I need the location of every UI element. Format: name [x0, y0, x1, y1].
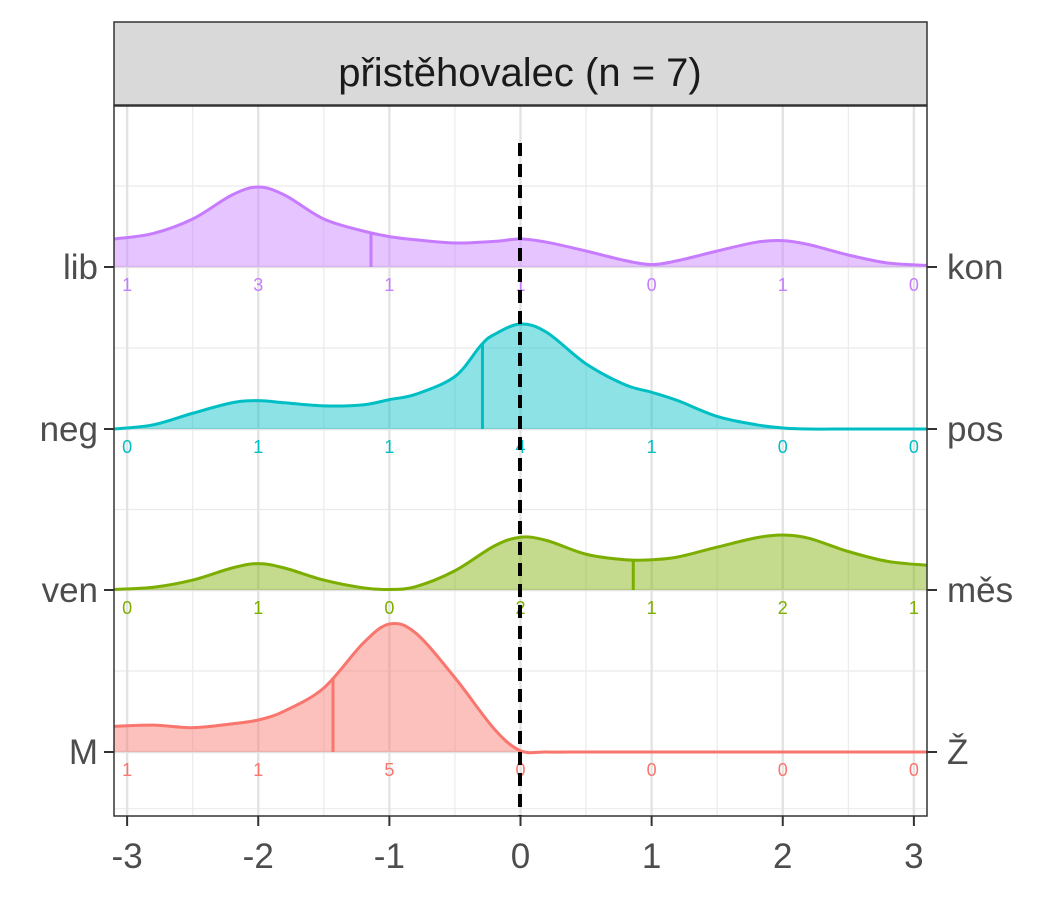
ridge-M: 1 1 5 0 0 0 0 — [113, 621, 927, 780]
ridge-line-ven — [113, 533, 928, 591]
y-label-right: pos — [947, 410, 1003, 449]
x-tick-label: 3 — [904, 837, 923, 876]
y-label-left: M — [69, 733, 98, 772]
axes: -3 -2 -1 0 1 2 3 lib kon neg pos ven měs M Ž — [40, 248, 1014, 876]
count-label: 1 — [253, 437, 263, 457]
x-tick-label: 1 — [642, 837, 661, 876]
ridge-area-ven — [114, 534, 927, 590]
count-label: 1 — [122, 760, 132, 780]
x-tick-label: 0 — [511, 837, 530, 876]
facet-strip — [113, 21, 928, 106]
x-tick-label: -2 — [243, 837, 274, 876]
count-label: 3 — [253, 275, 263, 295]
count-label: 0 — [122, 598, 132, 618]
count-label: 1 — [515, 275, 525, 295]
count-label: 1 — [384, 437, 394, 457]
x-tick-label: -3 — [112, 837, 143, 876]
y-label-left: lib — [63, 248, 98, 287]
count-label: 0 — [909, 437, 919, 457]
count-label: 1 — [778, 275, 788, 295]
y-label-right: kon — [947, 248, 1003, 287]
count-label: 1 — [253, 760, 263, 780]
ridge-area-lib — [114, 187, 927, 267]
y-label-right: Ž — [947, 733, 968, 772]
x-tick-label: -1 — [374, 837, 405, 876]
count-label: 2 — [778, 598, 788, 618]
count-label: 0 — [647, 275, 657, 295]
count-label: 0 — [384, 598, 394, 618]
y-label-right: měs — [947, 571, 1013, 610]
x-tick-label: 2 — [773, 837, 792, 876]
count-label: 1 — [647, 598, 657, 618]
ridge-area-M — [114, 623, 927, 753]
count-label: 5 — [384, 760, 394, 780]
ridge-line-M — [113, 621, 927, 755]
count-label: 1 — [122, 275, 132, 295]
count-label: 1 — [384, 275, 394, 295]
count-label: 1 — [647, 437, 657, 457]
y-label-left: neg — [40, 410, 98, 449]
facet-title: přistěhovalec (n = 7) — [338, 51, 702, 95]
ridge-line-neg — [113, 322, 927, 431]
count-label: 0 — [778, 760, 788, 780]
count-label: 0 — [909, 275, 919, 295]
count-label: 0 — [778, 437, 788, 457]
count-label: 0 — [909, 760, 919, 780]
count-label: 0 — [647, 760, 657, 780]
count-label: 1 — [253, 598, 263, 618]
count-label: 0 — [515, 760, 525, 780]
y-label-left: ven — [42, 571, 98, 610]
count-label: 1 — [909, 598, 919, 618]
count-label: 0 — [122, 437, 132, 457]
